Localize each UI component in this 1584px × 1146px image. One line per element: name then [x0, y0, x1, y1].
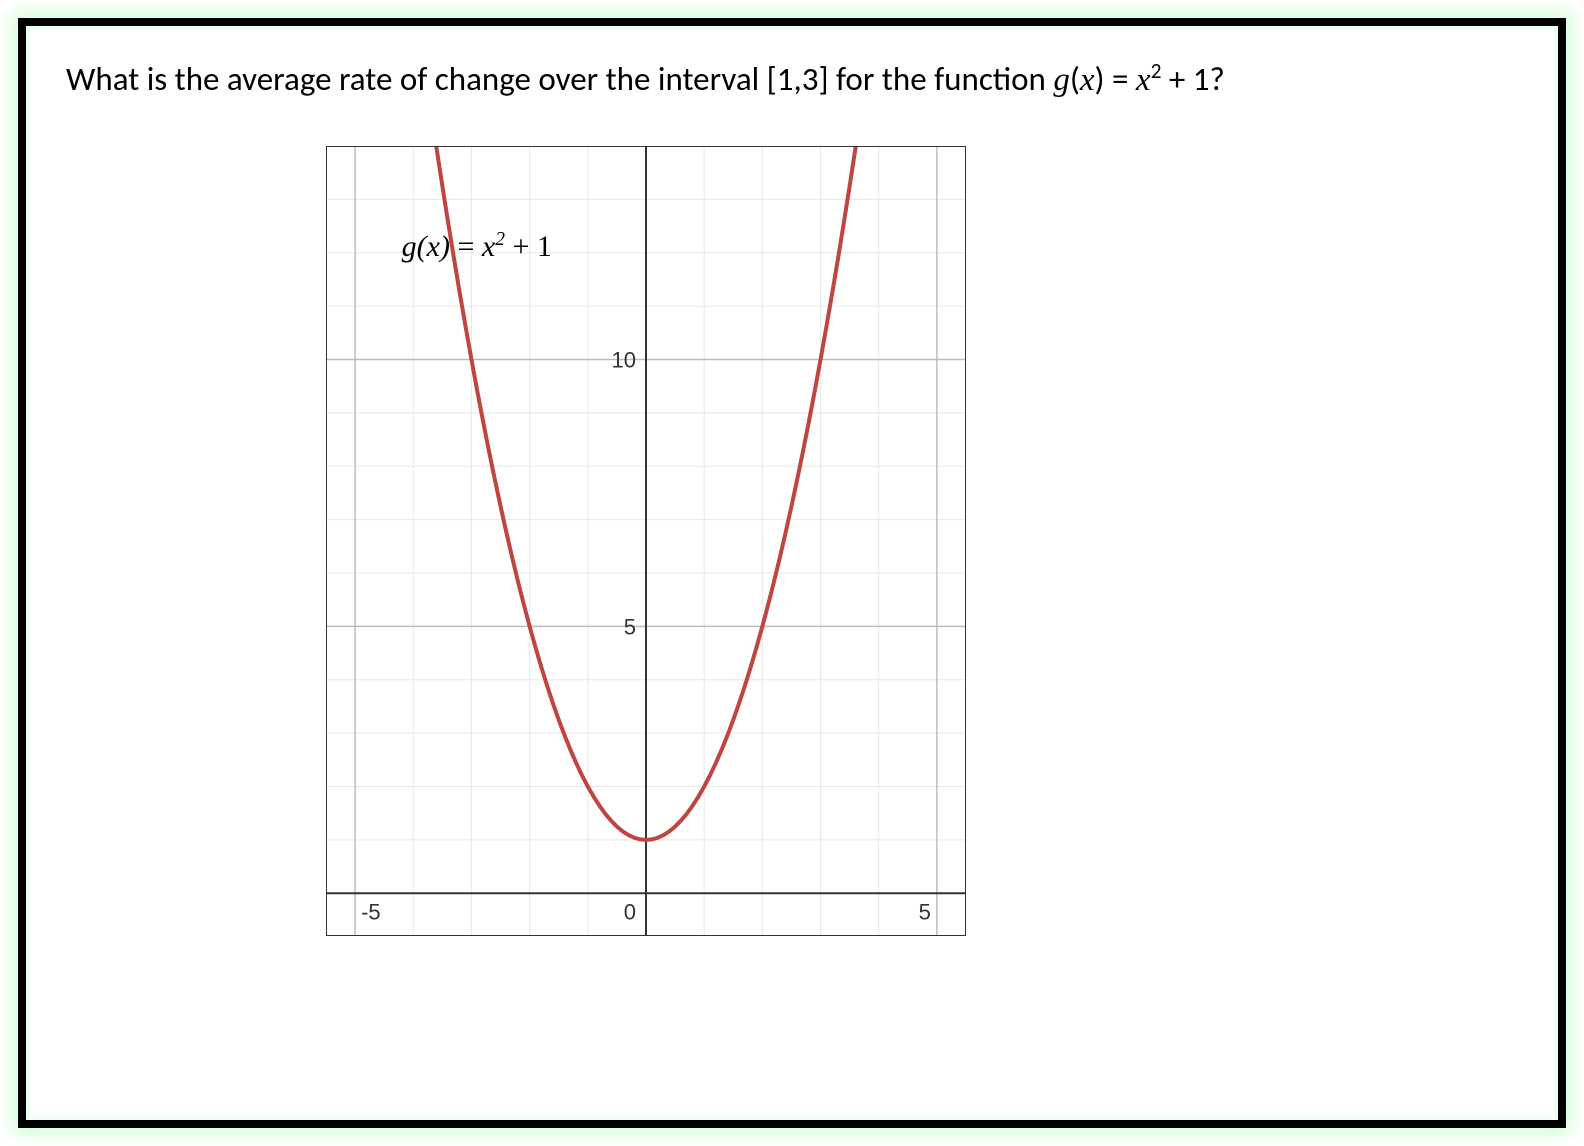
svg-text:10: 10 — [612, 348, 636, 373]
question-equals: = — [1105, 59, 1136, 99]
question-text: What is the average rate of change over … — [66, 58, 1518, 99]
parabola-chart: -5 0 5 5 10 — [326, 146, 966, 936]
fn-label-arg: x — [427, 230, 440, 263]
page-outer: What is the average rate of change over … — [0, 0, 1584, 1146]
question-fn-name: g — [1053, 62, 1070, 98]
svg-text:5: 5 — [624, 614, 636, 639]
function-label: g(x) = x2 + 1 — [402, 229, 552, 264]
fn-label-name: g — [402, 230, 417, 263]
svg-text:5: 5 — [919, 899, 931, 924]
fn-label-rhs-exp: 2 — [495, 229, 505, 250]
svg-text:0: 0 — [624, 899, 636, 924]
fn-label-equals: = — [450, 230, 482, 263]
question-prefix: What is the average rate of change over … — [66, 59, 1053, 99]
question-rhs-tail: + 1? — [1161, 59, 1224, 99]
question-rhs-base: x — [1136, 62, 1151, 98]
content-frame: What is the average rate of change over … — [18, 18, 1566, 1128]
question-rhs-exp: 2 — [1151, 58, 1162, 84]
question-fn-arg: x — [1080, 62, 1095, 98]
svg-text:-5: -5 — [361, 899, 381, 924]
fn-label-rhs-base: x — [482, 230, 495, 263]
fn-label-rhs-tail: + 1 — [505, 230, 552, 263]
